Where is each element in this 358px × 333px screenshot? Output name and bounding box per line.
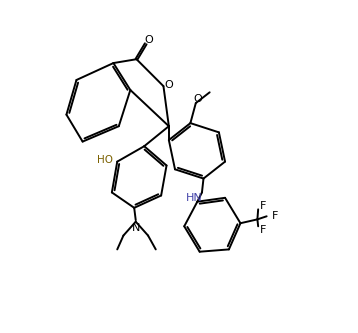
Text: O: O [194,94,203,104]
Text: F: F [260,225,266,235]
Text: N: N [131,223,140,233]
Text: F: F [272,211,278,221]
Text: HO: HO [97,155,113,165]
Text: O: O [144,35,153,45]
Text: HN: HN [186,193,203,203]
Text: F: F [260,200,266,210]
Text: O: O [164,80,173,90]
